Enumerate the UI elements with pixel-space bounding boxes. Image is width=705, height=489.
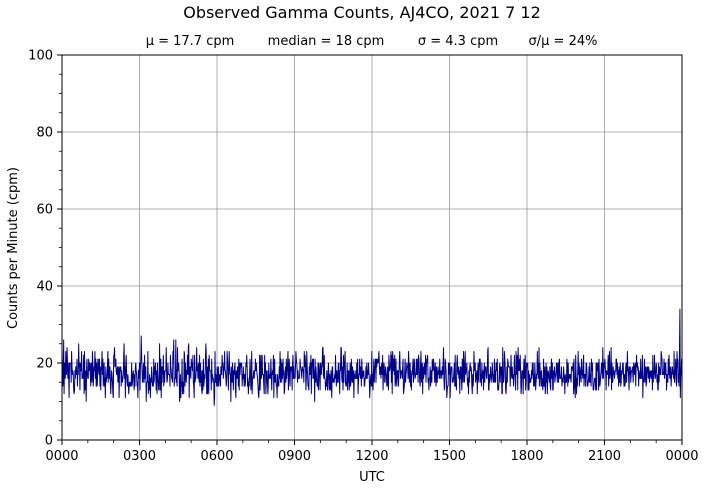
x-axis-label: UTC	[359, 470, 385, 485]
x-tick-label: 1500	[433, 449, 466, 464]
y-tick-label: 20	[36, 357, 53, 372]
y-axis-label: Counts per Minute (cpm)	[6, 167, 21, 329]
y-tick-label: 100	[28, 49, 53, 64]
axis-ticks: 0000 0300 0600 0900 1200 1500 1800 2100 00000204…	[28, 49, 698, 465]
x-tick-label: 1800	[510, 449, 543, 464]
x-tick-label: 0300	[123, 449, 156, 464]
x-tick-label: 2100	[588, 449, 621, 464]
x-tick-label: 0600	[200, 449, 233, 464]
x-tick-label: 1200	[355, 449, 388, 464]
y-tick-label: 60	[36, 203, 53, 218]
stats-median: median = 18 cpm	[268, 34, 385, 49]
stats-line: μ = 17.7 cpm median = 18 cpm σ = 4.3 cpm…	[146, 34, 598, 49]
series-line	[61, 308, 683, 406]
grid	[61, 54, 683, 441]
x-tick-label: 0000	[45, 449, 78, 464]
series-counts	[61, 308, 683, 406]
x-tick-label: 0900	[278, 449, 311, 464]
stats-sigma: σ = 4.3 cpm	[418, 34, 498, 49]
stats-sigma-over-mu: σ/μ = 24%	[529, 34, 598, 49]
y-tick-label: 0	[45, 434, 53, 449]
chart-title: Observed Gamma Counts, AJ4CO, 2021 7 12	[183, 3, 541, 22]
stats-mean: μ = 17.7 cpm	[146, 34, 235, 49]
y-tick-label: 40	[36, 280, 53, 295]
y-tick-label: 80	[36, 126, 53, 141]
x-tick-label: 0000	[665, 449, 698, 464]
